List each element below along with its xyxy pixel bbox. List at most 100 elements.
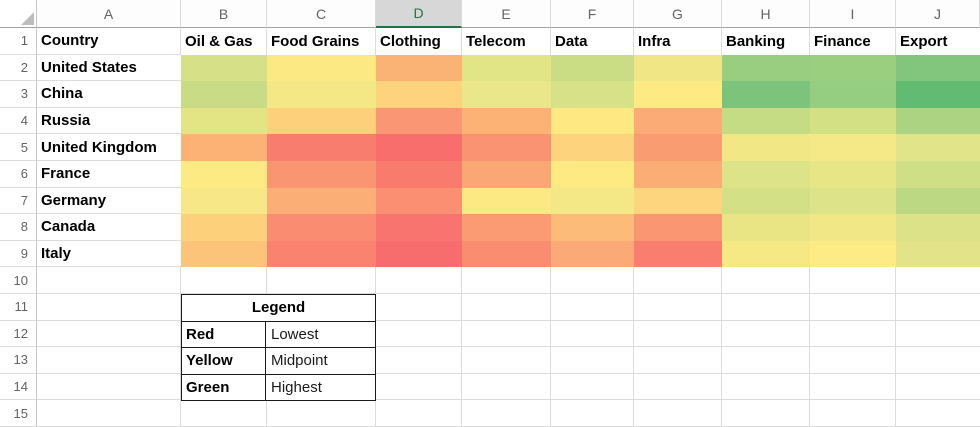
- cell-J13[interactable]: [896, 347, 980, 374]
- cell-E10[interactable]: [462, 267, 551, 294]
- cell-C3[interactable]: [267, 81, 376, 108]
- cell-F15[interactable]: [551, 400, 634, 427]
- cell-J6[interactable]: [896, 160, 980, 188]
- cell-F3[interactable]: [551, 81, 634, 108]
- column-header-J[interactable]: J: [896, 0, 980, 28]
- cell-E14[interactable]: [462, 373, 551, 401]
- cell-D1[interactable]: Clothing: [376, 28, 462, 55]
- cell-H6[interactable]: [722, 160, 810, 188]
- cell-G15[interactable]: [634, 400, 722, 427]
- cell-D11[interactable]: [376, 293, 462, 321]
- cell-J8[interactable]: [896, 214, 980, 241]
- cell-A9[interactable]: Italy: [37, 240, 181, 268]
- cell-A14[interactable]: [37, 373, 181, 401]
- cell-F5[interactable]: [551, 134, 634, 161]
- cell-D9[interactable]: [376, 240, 462, 268]
- cell-E6[interactable]: [462, 160, 551, 188]
- cell-H11[interactable]: [722, 293, 810, 321]
- cell-A5[interactable]: United Kingdom: [37, 134, 181, 161]
- row-header-10[interactable]: 10: [0, 267, 37, 294]
- cell-E2[interactable]: [462, 54, 551, 82]
- column-header-D[interactable]: D: [376, 0, 462, 28]
- cell-G7[interactable]: [634, 187, 722, 215]
- legend-meaning-highest[interactable]: Highest: [271, 378, 322, 396]
- cell-C6[interactable]: [267, 160, 376, 188]
- cell-D15[interactable]: [376, 400, 462, 427]
- cell-G3[interactable]: [634, 81, 722, 108]
- select-all-button[interactable]: [0, 0, 37, 28]
- legend-meaning-midpoint[interactable]: Midpoint: [271, 352, 328, 370]
- cell-E15[interactable]: [462, 400, 551, 427]
- cell-F6[interactable]: [551, 160, 634, 188]
- cell-D7[interactable]: [376, 187, 462, 215]
- column-header-I[interactable]: I: [810, 0, 896, 28]
- cell-A1[interactable]: Country: [37, 28, 181, 55]
- cell-E4[interactable]: [462, 107, 551, 135]
- legend-meaning-lowest[interactable]: Lowest: [271, 325, 319, 343]
- cell-E1[interactable]: Telecom: [462, 28, 551, 55]
- cell-E5[interactable]: [462, 134, 551, 161]
- cell-E13[interactable]: [462, 347, 551, 374]
- row-header-7[interactable]: 7: [0, 187, 37, 215]
- cell-D4[interactable]: [376, 107, 462, 135]
- cell-B10[interactable]: [181, 267, 267, 294]
- cell-D13[interactable]: [376, 347, 462, 374]
- column-header-C[interactable]: C: [267, 0, 376, 28]
- column-header-G[interactable]: G: [634, 0, 722, 28]
- cell-C7[interactable]: [267, 187, 376, 215]
- row-header-2[interactable]: 2: [0, 54, 37, 82]
- cell-I14[interactable]: [810, 373, 896, 401]
- cell-I11[interactable]: [810, 293, 896, 321]
- cell-A8[interactable]: Canada: [37, 214, 181, 241]
- legend-title[interactable]: Legend: [182, 295, 375, 322]
- cell-D3[interactable]: [376, 81, 462, 108]
- column-header-E[interactable]: E: [462, 0, 551, 28]
- cell-D10[interactable]: [376, 267, 462, 294]
- cell-I5[interactable]: [810, 134, 896, 161]
- cell-F11[interactable]: [551, 293, 634, 321]
- column-header-B[interactable]: B: [181, 0, 267, 28]
- row-header-6[interactable]: 6: [0, 160, 37, 188]
- cell-C4[interactable]: [267, 107, 376, 135]
- cell-I8[interactable]: [810, 214, 896, 241]
- row-header-5[interactable]: 5: [0, 134, 37, 161]
- cell-C10[interactable]: [267, 267, 376, 294]
- cell-D2[interactable]: [376, 54, 462, 82]
- cell-I12[interactable]: [810, 320, 896, 348]
- cell-J11[interactable]: [896, 293, 980, 321]
- cell-H2[interactable]: [722, 54, 810, 82]
- cell-H7[interactable]: [722, 187, 810, 215]
- cell-I1[interactable]: Finance: [810, 28, 896, 55]
- cell-F14[interactable]: [551, 373, 634, 401]
- cell-D8[interactable]: [376, 214, 462, 241]
- cell-J5[interactable]: [896, 134, 980, 161]
- cell-I4[interactable]: [810, 107, 896, 135]
- cell-J3[interactable]: [896, 81, 980, 108]
- cell-F7[interactable]: [551, 187, 634, 215]
- cell-B8[interactable]: [181, 214, 267, 241]
- cell-G14[interactable]: [634, 373, 722, 401]
- cell-F8[interactable]: [551, 214, 634, 241]
- cell-H4[interactable]: [722, 107, 810, 135]
- cell-G9[interactable]: [634, 240, 722, 268]
- legend-color-red[interactable]: Red: [182, 321, 266, 347]
- cell-H13[interactable]: [722, 347, 810, 374]
- cell-C2[interactable]: [267, 54, 376, 82]
- cell-G4[interactable]: [634, 107, 722, 135]
- cell-G5[interactable]: [634, 134, 722, 161]
- cell-C5[interactable]: [267, 134, 376, 161]
- cell-E7[interactable]: [462, 187, 551, 215]
- cell-J12[interactable]: [896, 320, 980, 348]
- cell-J4[interactable]: [896, 107, 980, 135]
- cell-D6[interactable]: [376, 160, 462, 188]
- cell-B6[interactable]: [181, 160, 267, 188]
- cell-C8[interactable]: [267, 214, 376, 241]
- cell-I7[interactable]: [810, 187, 896, 215]
- cell-F2[interactable]: [551, 54, 634, 82]
- cell-F12[interactable]: [551, 320, 634, 348]
- cell-D12[interactable]: [376, 320, 462, 348]
- cell-H1[interactable]: Banking: [722, 28, 810, 55]
- cell-F10[interactable]: [551, 267, 634, 294]
- cell-I3[interactable]: [810, 81, 896, 108]
- row-header-11[interactable]: 11: [0, 293, 37, 321]
